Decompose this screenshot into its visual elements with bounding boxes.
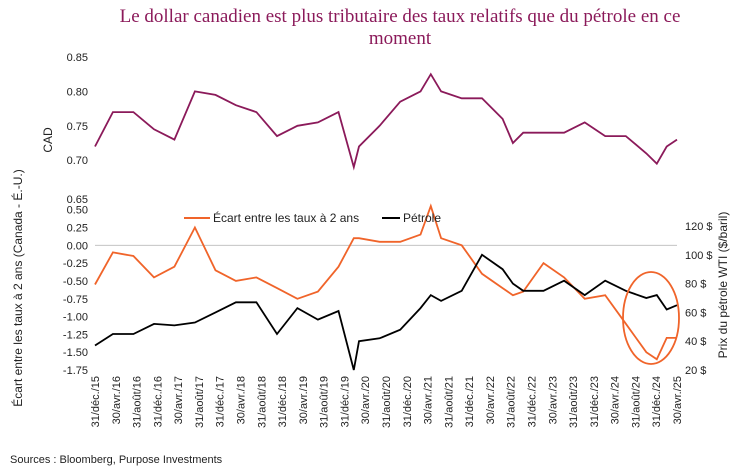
- x-tick-label: 31/déc./15: [90, 376, 102, 427]
- spread-y-tick-label: -0.50: [63, 276, 88, 288]
- source-note: Sources : Bloomberg, Purpose Investments: [10, 454, 223, 466]
- x-tick-label: 31/août/24: [630, 376, 642, 428]
- x-tick-label: 31/août/23: [568, 376, 580, 428]
- spread-y-tick-label: 0.00: [67, 240, 88, 252]
- spread-y-tick-label: 0.50: [67, 205, 88, 217]
- spread-y-tick-label: 0.65: [67, 194, 88, 206]
- x-tick-label: 31/déc./16: [152, 376, 164, 427]
- oil-y-tick-label: 40 $: [685, 336, 706, 348]
- x-tick-label: 31/août/18: [256, 376, 268, 428]
- spread-y-tick-label: -1.00: [63, 312, 88, 324]
- spread-series-line: [94, 203, 677, 361]
- spread-y-tick-label: -0.25: [63, 258, 88, 270]
- x-tick-label: 31/déc./20: [402, 376, 414, 427]
- x-tick-label: 30/avr./17: [173, 376, 185, 424]
- cad-series-line: [94, 72, 678, 171]
- x-tick-label: 30/avr./22: [485, 376, 497, 424]
- x-tick-label: 31/déc./24: [651, 376, 663, 427]
- highlight-ellipse: [622, 271, 680, 365]
- chart-title: Le dollar canadien est plus tributaire d…: [119, 6, 681, 49]
- x-tick-label: 31/août/19: [319, 376, 331, 428]
- oil-y-tick-label: 100 $: [685, 250, 713, 262]
- cad-y-tick-label: 0.85: [67, 52, 88, 64]
- cad-panel: 0.70 0.75 0.80 0.85 CAD: [41, 52, 678, 171]
- x-tick-label: 30/avr./24: [610, 376, 622, 424]
- x-tick-label: 31/août/17: [194, 376, 206, 428]
- legend: Écart entre les taux à 2 ans Pétrole: [184, 210, 441, 225]
- x-tick-label: 30/avr./25: [672, 376, 684, 424]
- oil-y-axis-title: Prix du pétrole WTI ($/baril): [716, 212, 730, 359]
- rates-panel: -1.75 -1.50 -1.25 -1.00 -0.75 -0.50 -0.25 0.00 0…: [10, 169, 730, 428]
- spread-y-tick-label: -1.50: [63, 347, 88, 359]
- oil-y-axis: 20 $ 40 $ 60 $ 80 $ 100 $ 120 $: [685, 221, 713, 377]
- oil-y-tick-label: 20 $: [685, 365, 706, 377]
- oil-y-tick-label: 120 $: [685, 221, 713, 233]
- cad-y-axis-title: CAD: [41, 127, 55, 153]
- x-tick-label: 31/déc./22: [527, 376, 539, 427]
- cad-y-tick-label: 0.80: [67, 86, 88, 98]
- x-tick-label: 31/août/20: [381, 376, 393, 428]
- oil-y-tick-label: 80 $: [685, 279, 706, 291]
- x-tick-label: 30/avr./18: [236, 376, 248, 424]
- cad-y-axis: 0.70 0.75 0.80 0.85: [67, 52, 88, 167]
- cad-y-tick-label: 0.70: [67, 155, 88, 167]
- spread-y-axis-title: Écart entre les taux à 2 ans (Canada - É…: [10, 169, 25, 406]
- spread-y-tick-label: -1.25: [63, 329, 88, 341]
- x-tick-label: 30/avr./19: [298, 376, 310, 424]
- oil-series-line: [94, 253, 678, 371]
- spread-y-axis: -1.75 -1.50 -1.25 -1.00 -0.75 -0.50 -0.25 0.00 0…: [63, 194, 88, 377]
- x-tick-label: 31/déc./17: [215, 376, 227, 427]
- x-tick-label: 30/avr./23: [547, 376, 559, 424]
- legend-label-spread: Écart entre les taux à 2 ans: [213, 210, 359, 225]
- x-tick-label: 31/déc./21: [464, 376, 476, 427]
- oil-y-tick-label: 60 $: [685, 307, 706, 319]
- x-tick-label: 30/avr./21: [423, 376, 435, 424]
- spread-y-tick-label: -1.75: [63, 365, 88, 377]
- x-tick-label: 31/août/21: [443, 376, 455, 428]
- x-axis: 31/déc./15 30/avr./16 31/août/16 31/déc./16…: [90, 376, 684, 428]
- cad-y-tick-label: 0.75: [67, 121, 88, 133]
- x-tick-label: 31/août/22: [506, 376, 518, 428]
- x-tick-label: 30/avr./16: [111, 376, 123, 424]
- x-tick-label: 31/déc./23: [589, 376, 601, 427]
- legend-label-oil: Pétrole: [403, 211, 441, 225]
- x-tick-label: 30/avr./20: [360, 376, 372, 424]
- x-tick-label: 31/déc./18: [277, 376, 289, 427]
- x-tick-label: 31/déc./19: [339, 376, 351, 427]
- spread-y-tick-label: -0.75: [63, 294, 88, 306]
- x-tick-label: 31/août/16: [132, 376, 144, 428]
- spread-y-tick-label: 0.25: [67, 223, 88, 235]
